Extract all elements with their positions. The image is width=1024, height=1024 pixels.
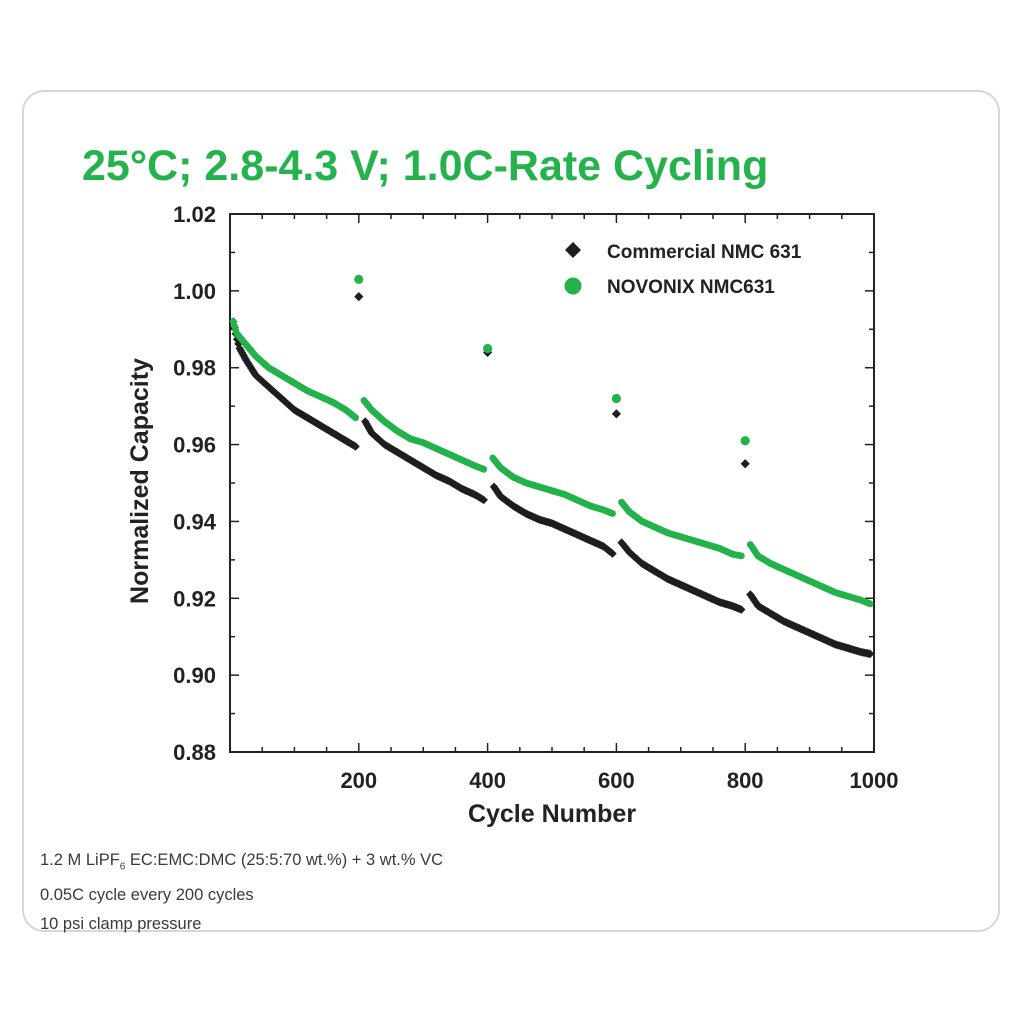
checkup-point — [740, 459, 750, 469]
legend-marker-novonix — [564, 277, 582, 295]
y-tick-label: 0.90 — [173, 663, 216, 688]
legend-label-commercial: Commercial NMC 631 — [607, 242, 802, 263]
clamp-pressure-note: 10 psi clamp pressure — [40, 915, 202, 934]
x-tick-label: 200 — [340, 768, 377, 793]
y-tick-label: 0.98 — [173, 356, 216, 381]
x-tick-label: 1000 — [850, 768, 899, 793]
series-commercial-nmc631 — [229, 292, 875, 659]
legend: Commercial NMC 631 NOVONIX NMC631 — [564, 242, 802, 298]
data-point — [737, 605, 746, 614]
x-tick-label: 600 — [598, 768, 635, 793]
checkup-point — [611, 409, 621, 419]
plot-frame — [229, 213, 875, 753]
data-point — [479, 495, 488, 505]
legend-marker-commercial — [565, 242, 581, 258]
y-axis-label: Normalized Capacity — [126, 358, 154, 604]
checkup-point — [740, 436, 750, 446]
chart-card — [22, 90, 1000, 932]
y-tick-label: 1.00 — [173, 279, 216, 304]
x-axis-label: Cycle Number — [468, 800, 636, 828]
data-point — [609, 510, 616, 517]
data-point — [351, 442, 360, 451]
data-point — [608, 549, 617, 558]
y-tick-label: 0.94 — [173, 509, 217, 534]
checkup-point — [483, 343, 493, 354]
data-point — [865, 649, 875, 659]
x-tick-label: 400 — [469, 768, 506, 793]
y-tick-label: 0.96 — [173, 433, 216, 458]
data-point — [737, 552, 745, 560]
series-novonix-nmc631 — [229, 274, 874, 608]
data-point — [352, 414, 359, 422]
chart-title: 25°C; 2.8-4.3 V; 1.0C-Rate Cycling — [82, 142, 769, 190]
test-conditions-notes: 1.2 M LiPF6 EC:EMC:DMC (25:5:70 wt.%) + … — [40, 846, 443, 939]
x-tick-label: 800 — [727, 768, 764, 793]
y-tick-label: 0.92 — [173, 586, 216, 611]
y-tick-label: 0.88 — [173, 740, 216, 765]
y-tick-label: 1.02 — [173, 202, 216, 227]
checkup-point — [611, 393, 622, 404]
legend-label-novonix: NOVONIX NMC631 — [607, 277, 775, 298]
checkup-point — [354, 292, 364, 302]
data-point — [480, 465, 488, 473]
checkup-point — [354, 274, 364, 284]
electrolyte-note: 1.2 M LiPF6 EC:EMC:DMC (25:5:70 wt.%) + … — [40, 851, 444, 873]
data-point — [866, 600, 874, 608]
checkup-cycle-note: 0.05C cycle every 200 cycles — [40, 886, 254, 905]
